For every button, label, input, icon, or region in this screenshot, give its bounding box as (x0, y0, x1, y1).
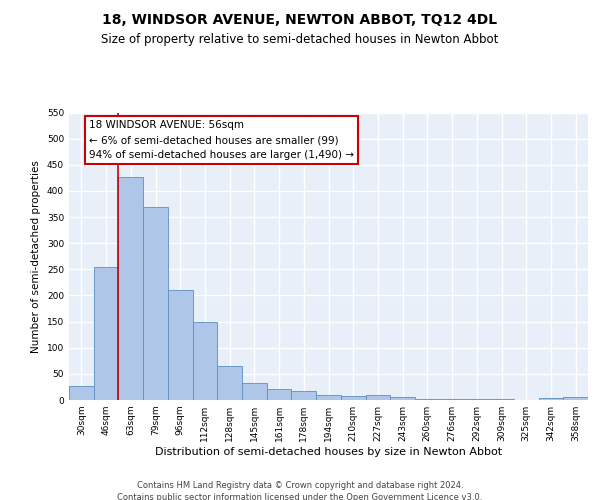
Bar (415, 399, 440, 400)
Bar (539, 398, 563, 400)
Bar (242, 383, 267, 400)
Bar (193, 322, 217, 400)
X-axis label: Distribution of semi-detached houses by size in Newton Abbot: Distribution of semi-detached houses by … (155, 447, 502, 457)
Bar (118, 177, 143, 400)
Text: Size of property relative to semi-detached houses in Newton Abbot: Size of property relative to semi-detach… (101, 32, 499, 46)
Bar (143, 206, 168, 400)
Text: 18 WINDSOR AVENUE: 56sqm
← 6% of semi-detached houses are smaller (99)
94% of se: 18 WINDSOR AVENUE: 56sqm ← 6% of semi-de… (89, 120, 354, 160)
Bar (267, 388, 292, 400)
Bar (341, 396, 365, 400)
Text: Contains HM Land Registry data © Crown copyright and database right 2024.: Contains HM Land Registry data © Crown c… (137, 481, 463, 490)
Bar (365, 395, 390, 400)
Bar (563, 398, 588, 400)
Bar (316, 395, 341, 400)
Text: 18, WINDSOR AVENUE, NEWTON ABBOT, TQ12 4DL: 18, WINDSOR AVENUE, NEWTON ABBOT, TQ12 4… (103, 12, 497, 26)
Bar (292, 390, 316, 400)
Bar (390, 398, 415, 400)
Bar (94, 266, 118, 400)
Bar (69, 386, 94, 400)
Y-axis label: Number of semi-detached properties: Number of semi-detached properties (31, 160, 41, 352)
Text: Contains public sector information licensed under the Open Government Licence v3: Contains public sector information licen… (118, 492, 482, 500)
Bar (440, 399, 464, 400)
Bar (217, 366, 242, 400)
Bar (168, 290, 193, 400)
